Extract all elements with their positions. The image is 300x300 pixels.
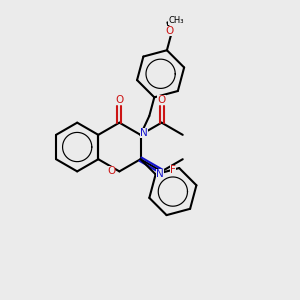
Text: O: O xyxy=(115,95,124,105)
Text: O: O xyxy=(166,26,174,36)
Text: N: N xyxy=(140,128,148,138)
Text: CH₃: CH₃ xyxy=(168,16,184,26)
Text: O: O xyxy=(158,95,166,105)
Text: F: F xyxy=(170,164,176,175)
Text: N: N xyxy=(156,169,164,179)
Text: O: O xyxy=(107,167,115,176)
